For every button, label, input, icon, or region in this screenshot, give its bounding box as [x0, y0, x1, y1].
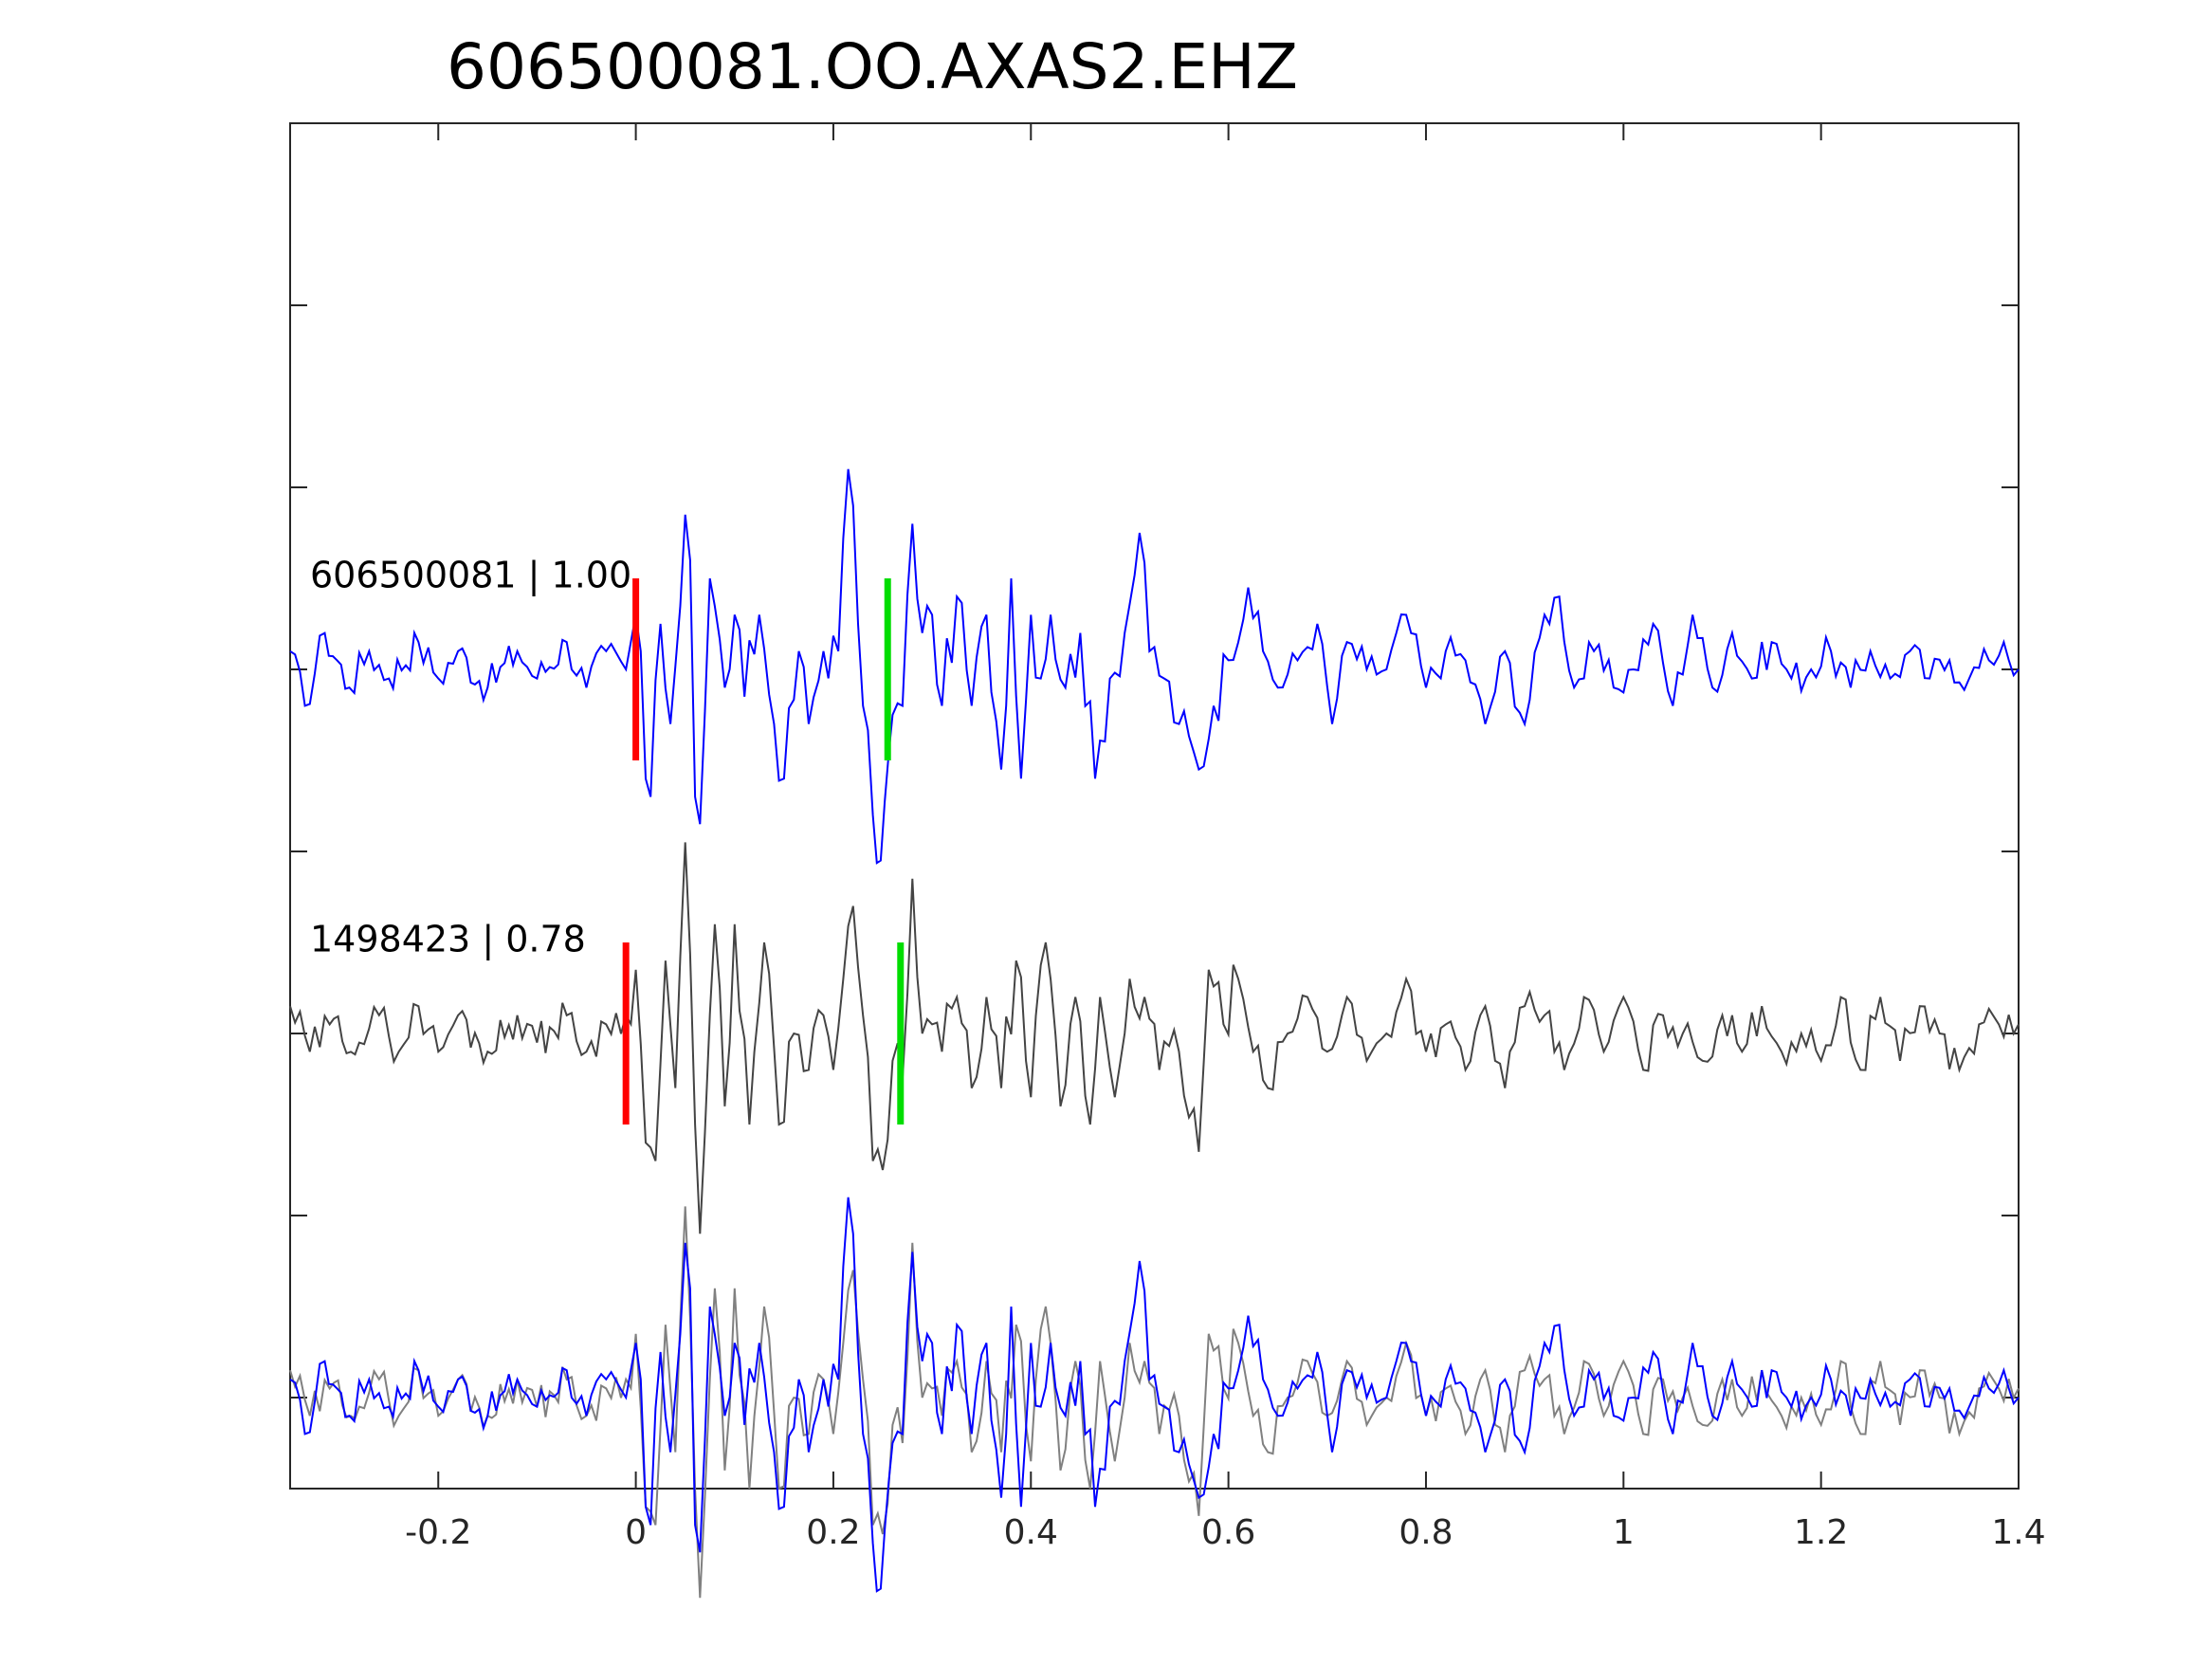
- trace-1-label: 606500081 | 1.00: [310, 555, 631, 597]
- labels-layer: 606500081 | 1.00 1498423 | 0.78: [310, 555, 631, 961]
- picks-layer: [622, 578, 905, 1125]
- overlay-blue-waveform: [289, 1197, 2020, 1593]
- trace-2-label: 1498423 | 0.78: [310, 919, 586, 961]
- x-tick-label: -0.2: [405, 1513, 471, 1552]
- trace-1-waveform: [289, 468, 2020, 865]
- chart-title: 606500081.OO.AXAS2.EHZ: [447, 30, 1298, 103]
- overlay-grey-waveform: [289, 1206, 2020, 1599]
- x-tick-label: 0.4: [1004, 1513, 1058, 1552]
- x-tick-label: 1.4: [1991, 1513, 2045, 1552]
- x-tick-label: 0.2: [806, 1513, 860, 1552]
- trace-2-waveform: [289, 842, 2020, 1234]
- x-tick-label: 0.8: [1398, 1513, 1453, 1552]
- x-tick-label: 0: [625, 1513, 647, 1552]
- x-tick-label: 0.6: [1201, 1513, 1255, 1552]
- x-tick-label: 1: [1613, 1513, 1635, 1552]
- traces-layer: [289, 468, 2020, 1599]
- x-tick-label: 1.2: [1794, 1513, 1848, 1552]
- ticks-layer: -0.2 0 0.2 0.4 0.6 0.8 1 1.2 1.4: [290, 123, 2046, 1552]
- plot-area: [289, 122, 2020, 1490]
